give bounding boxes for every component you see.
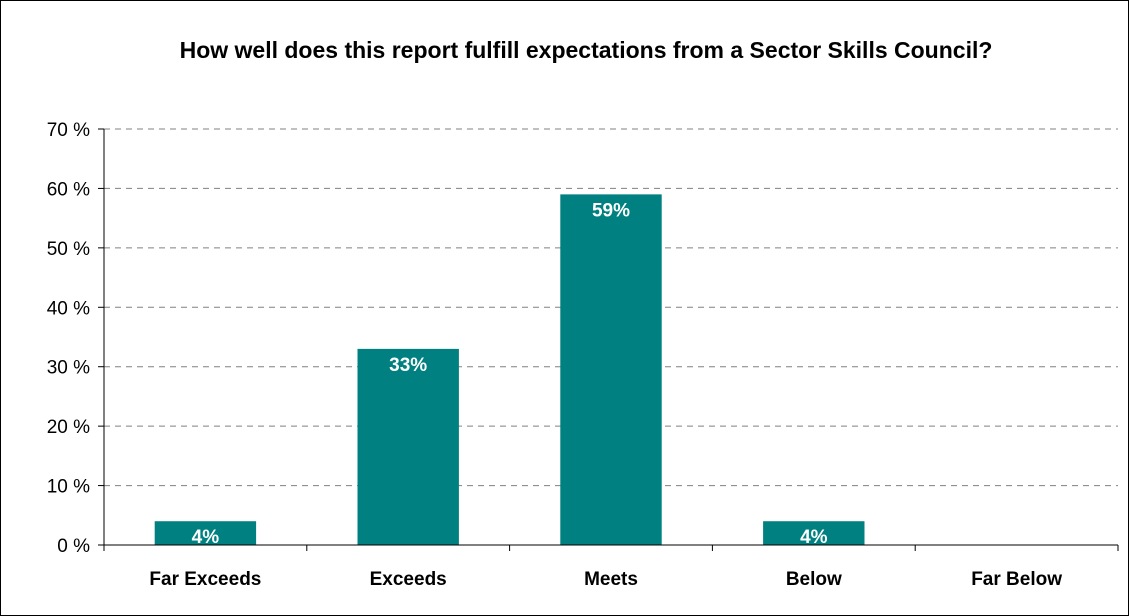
- y-tick-label: 70 %: [47, 120, 90, 141]
- x-category-label: Meets: [584, 569, 638, 590]
- data-label: 4%: [192, 527, 220, 548]
- y-tick-label: 20 %: [47, 417, 90, 438]
- bar-below: [763, 521, 865, 545]
- x-category-label: Far Exceeds: [149, 569, 261, 590]
- labels: 0 % 10 % 20 % 30 % 40 % 50 % 60 % 70 % 4% Far Exc…: [47, 120, 1063, 590]
- bars: [154, 194, 865, 545]
- y-tick-label: 0 %: [57, 536, 90, 557]
- data-label: 59%: [592, 200, 630, 221]
- y-tick-label: 40 %: [47, 298, 90, 319]
- y-tick-label: 50 %: [47, 239, 90, 260]
- y-tick-label: 30 %: [47, 358, 90, 379]
- bar-far-exceeds: [154, 521, 257, 545]
- chart-title: How well does this report fulfill expect…: [179, 37, 993, 63]
- bar-meets: [560, 194, 662, 545]
- data-label: 33%: [389, 355, 427, 376]
- bar-exceeds: [357, 348, 459, 545]
- y-tick-label: 60 %: [47, 179, 90, 200]
- x-category-label: Far Below: [971, 569, 1062, 590]
- x-category-label: Below: [786, 569, 842, 590]
- data-label: 4%: [800, 527, 828, 548]
- x-category-label: Exceeds: [370, 569, 447, 590]
- y-tick-label: 10 %: [47, 477, 90, 498]
- axes: [98, 128, 1119, 551]
